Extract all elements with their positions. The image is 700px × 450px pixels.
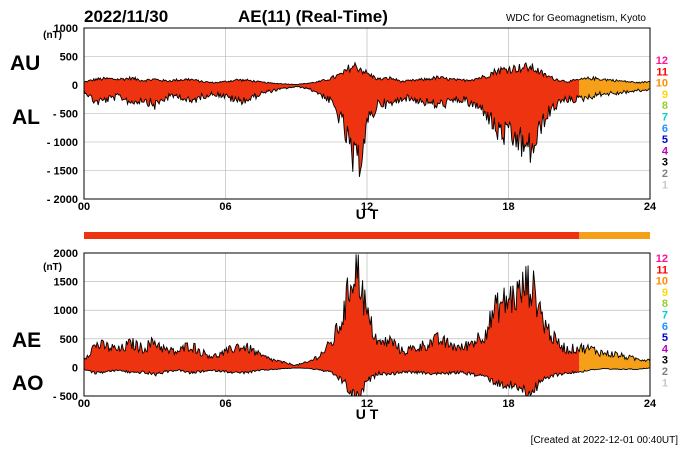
ae-ao-area [84, 254, 650, 396]
station-legend-item: 7 [662, 112, 668, 124]
station-legend-item: 4 [662, 343, 669, 355]
ae-ao-y-tick-label: 0 [72, 362, 78, 374]
ae-ao-upper-series-line [84, 254, 650, 366]
au-al-lower-series-line [84, 86, 650, 177]
station-legend-item: 8 [662, 100, 668, 112]
ae-ao-x-tick-label: 06 [219, 398, 231, 410]
station-legend-item: 4 [662, 145, 669, 157]
au-al-x-tick-label: 00 [78, 201, 90, 213]
ae-ao-y-tick-labels: 2000 1500 1000 500 0 - 500 [53, 248, 78, 403]
ae-ao-frame [83, 252, 651, 397]
data-source: WDC for Geomagnetism, Kyoto [506, 13, 646, 24]
au-al-x-tick-label: 18 [502, 201, 514, 213]
ae-ao-x-tick-label: 12 [361, 398, 373, 410]
station-legend-item: 11 [656, 264, 668, 276]
station-legend-item: 10 [656, 276, 668, 288]
au-al-y-tick-label: - 2000 [47, 194, 78, 206]
au-al-x-axis-label: U T [356, 206, 379, 222]
au-al-frame [83, 27, 651, 200]
ae-ao-x-tick-label: 00 [78, 398, 90, 410]
ae-ao-unit: (nT) [43, 262, 62, 273]
au-al-y-tick-labels: 1000 500 0 - 500 - 1000 - 1500 - 2000 [47, 23, 78, 206]
au-al-x-tick-label: 06 [219, 201, 231, 213]
au-al-area-primary [84, 62, 580, 177]
station-legend-item: 10 [656, 78, 668, 90]
au-al-y-tick-label: 1000 [54, 23, 78, 35]
ao-label: AO [12, 372, 44, 395]
ae-ao-x-tick-labels: 00 06 12 18 24 [78, 398, 657, 410]
station-legend-item: 5 [662, 134, 668, 146]
station-legend-item: 6 [662, 321, 668, 333]
au-al-y-tick-label: - 500 [53, 109, 78, 121]
status-bar-secondary [579, 232, 650, 239]
station-legend-item: 12 [656, 253, 668, 265]
al-label: AL [12, 106, 40, 129]
created-timestamp: [Created at 2022-12-01 00:40UT] [531, 435, 679, 446]
ae-ao-y-tick-label: 2000 [54, 248, 78, 260]
station-legend-item: 5 [662, 332, 668, 344]
station-legend-item: 1 [662, 179, 668, 191]
status-bar-primary [84, 232, 580, 239]
ae-ao-x-axis-label: U T [356, 406, 379, 422]
ae-ao-area-primary [84, 254, 580, 396]
ae-label: AE [12, 329, 41, 352]
au-al-y-tick-label: 500 [60, 52, 78, 64]
station-legend-item: 2 [662, 366, 668, 378]
ae-ao-y-tick-label: 1500 [54, 277, 78, 289]
au-al-x-tick-label: 12 [361, 201, 373, 213]
chart-title: AE(11) (Real-Time) [238, 7, 388, 26]
au-al-y-tick-label: - 1000 [47, 137, 78, 149]
station-legend-item: 6 [662, 123, 668, 135]
au-al-y-tick-label: - 1500 [47, 166, 78, 178]
station-legend-item: 1 [662, 377, 668, 389]
station-legend-item: 8 [662, 298, 668, 310]
chart-date: 2022/11/30 [84, 7, 168, 26]
station-legend-item: 7 [662, 310, 668, 322]
au-al-area [84, 61, 650, 177]
au-al-x-tick-label: 24 [644, 201, 657, 213]
au-al-x-tick-labels: 00 06 12 18 24 [78, 201, 657, 213]
station-legend-item: 11 [656, 66, 668, 78]
station-legend-item: 2 [662, 168, 668, 180]
au-label: AU [10, 52, 40, 75]
au-al-unit: (nT) [43, 30, 62, 41]
ae-ao-x-tick-label: 18 [502, 398, 514, 410]
station-legend-item: 9 [662, 89, 668, 101]
ae-ao-y-tick-label: 1000 [54, 305, 78, 317]
station-status-bar [84, 232, 650, 239]
ae-ao-y-tick-label: - 500 [53, 391, 78, 403]
ae-ao-area-secondary [579, 343, 650, 373]
station-legend-item: 3 [662, 157, 668, 169]
station-legend-item: 9 [662, 287, 668, 299]
station-legend-item: 3 [662, 355, 668, 367]
ae-ao-y-tick-label: 500 [60, 334, 78, 346]
au-al-upper-series-line [84, 61, 650, 85]
ae-ao-lower-series-line [84, 367, 650, 396]
au-al-y-tick-label: 0 [72, 80, 78, 92]
station-legend-item: 12 [656, 55, 668, 67]
ae-ao-x-tick-label: 24 [644, 398, 657, 410]
